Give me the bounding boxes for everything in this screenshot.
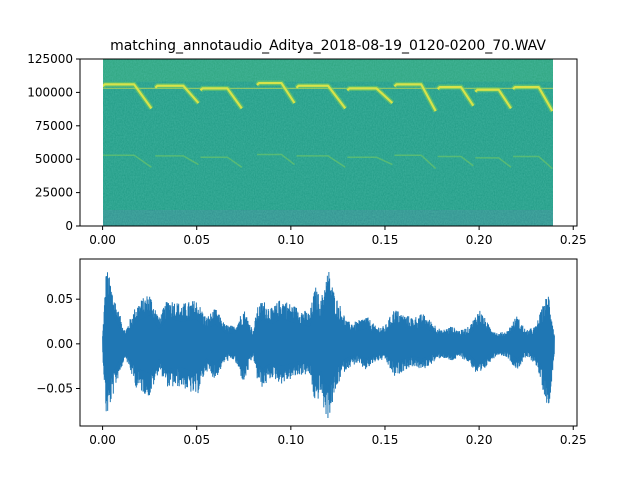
spectrogram-call bbox=[103, 83, 153, 110]
spectrogram-call bbox=[512, 85, 553, 112]
spectrogram-harmonic bbox=[475, 157, 512, 168]
spectrogram-frame bbox=[79, 58, 578, 227]
spectrogram-axes: matching_annotaudio_Aditya_2018-08-19_01… bbox=[27, 38, 586, 247]
spectrogram-x-tick-label: 0.25 bbox=[560, 233, 587, 247]
spectrogram-y-tick-label: 125000 bbox=[27, 52, 73, 66]
spectrogram-harmonic bbox=[256, 153, 295, 166]
spectrogram-harmonic bbox=[437, 155, 474, 167]
waveform-x-tick-label: 0.05 bbox=[183, 433, 210, 447]
spectrogram-x-ticks: 0.00 0.05 0.10 0.15 0.20 0.25 bbox=[89, 226, 587, 247]
waveform-x-tick-label: 0.10 bbox=[277, 433, 304, 447]
spectrogram-harmonic bbox=[200, 156, 243, 168]
waveform-axes: 0.00 0.05 0.10 0.15 0.20 0.25 −0.05 0.00 0.05 bbox=[36, 258, 587, 447]
waveform-envelope-fill bbox=[102, 300, 555, 386]
spectrogram-harmonic bbox=[394, 154, 437, 170]
spectrogram-call bbox=[256, 81, 296, 104]
spectrogram-y-tick-label: 100000 bbox=[27, 85, 73, 99]
spectrogram-title: matching_annotaudio_Aditya_2018-08-19_01… bbox=[110, 38, 546, 54]
waveform-x-tick-label: 0.25 bbox=[560, 433, 587, 447]
spectrogram-harmonic bbox=[103, 154, 152, 168]
spectrogram-y-ticks: 0 25000 50000 75000 100000 125000 bbox=[27, 52, 80, 233]
spectrogram-x-tick-label: 0.00 bbox=[89, 233, 116, 247]
waveform-y-tick-label: 0.05 bbox=[46, 292, 73, 306]
spectrogram-harmonic bbox=[512, 155, 553, 170]
waveform-x-tick-label: 0.00 bbox=[89, 433, 116, 447]
waveform-frame bbox=[79, 258, 578, 427]
spectrogram-x-tick-label: 0.10 bbox=[277, 233, 304, 247]
spectrogram-harmonic bbox=[347, 156, 393, 166]
spectrogram-x-tick-label: 0.20 bbox=[466, 233, 493, 247]
waveform-y-tick-label: 0.00 bbox=[46, 337, 73, 351]
spectrogram-y-tick-label: 25000 bbox=[35, 186, 73, 200]
spectrogram-call bbox=[199, 87, 243, 110]
spectrogram-harmonic bbox=[155, 155, 199, 166]
waveform-x-ticks: 0.00 0.05 0.10 0.15 0.20 0.25 bbox=[89, 426, 587, 447]
waveform-y-tick-label: −0.05 bbox=[36, 381, 73, 395]
spectrogram-call bbox=[295, 84, 347, 110]
waveform-y-ticks: −0.05 0.00 0.05 bbox=[36, 292, 80, 395]
spectrogram-call bbox=[154, 84, 200, 104]
spectrogram-call bbox=[346, 87, 394, 104]
waveform-x-tick-label: 0.20 bbox=[466, 433, 493, 447]
waveform-x-tick-label: 0.15 bbox=[372, 433, 399, 447]
spectrogram-image bbox=[103, 59, 553, 226]
spectrogram-y-tick-label: 0 bbox=[65, 219, 73, 233]
spectrogram-call bbox=[393, 83, 437, 112]
spectrogram-y-tick-label: 75000 bbox=[35, 119, 73, 133]
spectrogram-harmonic bbox=[296, 155, 346, 168]
spectrogram-x-tick-label: 0.05 bbox=[183, 233, 210, 247]
spectrogram-y-tick-label: 50000 bbox=[35, 152, 73, 166]
waveform-series-line bbox=[102, 272, 555, 419]
spectrogram-x-tick-label: 0.15 bbox=[372, 233, 399, 247]
spectrogram-call bbox=[474, 88, 512, 110]
spectrogram-call bbox=[436, 85, 475, 107]
waveform-plot bbox=[102, 272, 555, 419]
